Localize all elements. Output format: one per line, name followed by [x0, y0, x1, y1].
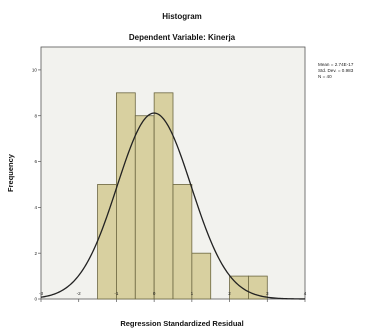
x-axis-label: Regression Standardized Residual: [120, 319, 243, 328]
histogram-bar: [191, 252, 212, 300]
x-tick-label: 1: [191, 291, 194, 296]
stats-std-dev: Std. Dev. = 0.983: [318, 68, 354, 73]
stats-legend: Mean = 2.74E-17 Std. Dev. = 0.983 N = 40: [318, 62, 354, 79]
histogram-bar: [134, 115, 155, 300]
chart-subtitle: Dependent Variable: Kinerja: [129, 33, 236, 42]
y-tick-label: 2: [34, 251, 37, 256]
x-tick-label: -2: [77, 291, 82, 296]
y-tick-label: 8: [34, 113, 37, 118]
y-tick-label: 6: [34, 159, 37, 164]
histogram-bar: [153, 92, 174, 300]
chart-title: Histogram: [162, 12, 202, 21]
histogram-bar: [172, 184, 193, 300]
histogram-bar: [97, 184, 117, 300]
x-tick-label: 2: [228, 291, 231, 296]
normal-curve: [40, 112, 305, 300]
x-tick-label: -1: [114, 291, 119, 296]
stats-n: N = 40: [318, 74, 332, 79]
y-axis-label: Frequency: [6, 153, 15, 192]
y-axis-ticks: 0 2 4 6 8 10: [32, 68, 41, 302]
y-tick-label: 4: [34, 205, 37, 210]
stats-mean: Mean = 2.74E-17: [318, 62, 354, 67]
y-tick-label: 0: [34, 297, 37, 302]
y-tick-label: 10: [32, 68, 38, 73]
x-tick-label: -3: [39, 291, 44, 296]
x-tick-label: 0: [153, 291, 156, 296]
x-axis-ticks: -3 -2 -1 0 1 2 3 4: [39, 291, 307, 302]
x-tick-label: 3: [266, 291, 269, 296]
x-tick-label: 4: [304, 291, 307, 296]
histogram-bar: [116, 92, 136, 300]
